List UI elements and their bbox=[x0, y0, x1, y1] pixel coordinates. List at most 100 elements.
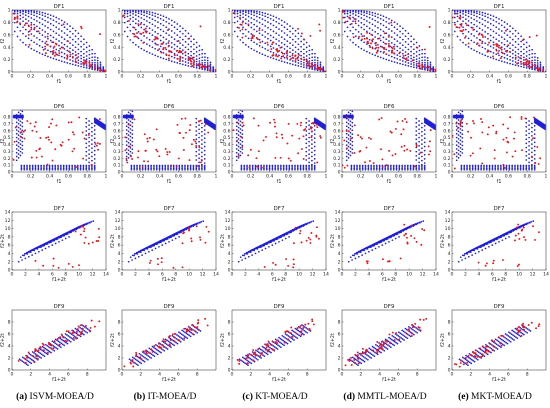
pof-point bbox=[423, 164, 426, 167]
series-obtained bbox=[122, 14, 216, 72]
obtained-point bbox=[88, 63, 91, 66]
pof-point bbox=[195, 164, 198, 167]
pof-point bbox=[418, 120, 420, 122]
pof-point bbox=[20, 168, 23, 171]
y-tick-label: 0.8 bbox=[113, 114, 120, 120]
pof-point bbox=[88, 124, 90, 127]
obtained-point bbox=[353, 151, 356, 154]
pof-point bbox=[396, 23, 399, 25]
pof-point bbox=[162, 47, 165, 49]
pof-point bbox=[147, 166, 150, 168]
pof-point bbox=[351, 140, 354, 143]
obtained-point bbox=[48, 138, 50, 141]
pof-point bbox=[140, 47, 143, 50]
pof-point bbox=[343, 12, 346, 15]
pof-point bbox=[209, 66, 212, 69]
pof-point bbox=[401, 49, 404, 51]
pof-point bbox=[346, 26, 349, 29]
pof-point bbox=[353, 252, 356, 255]
pof-point bbox=[239, 39, 242, 41]
pof-point bbox=[148, 38, 151, 41]
pof-point bbox=[154, 54, 157, 57]
pof-point bbox=[311, 151, 313, 154]
pof-point bbox=[467, 20, 470, 22]
pof-point bbox=[371, 14, 374, 17]
pof-point bbox=[533, 124, 536, 127]
obtained-point bbox=[527, 65, 530, 68]
pof-point bbox=[519, 168, 522, 171]
pof-point bbox=[168, 34, 170, 37]
pof-point bbox=[528, 164, 530, 167]
obtained-point bbox=[391, 47, 394, 50]
pof-point bbox=[531, 166, 533, 168]
pof-point bbox=[50, 241, 52, 244]
obtained-point bbox=[486, 133, 489, 136]
pof-point bbox=[153, 167, 155, 170]
pof-point bbox=[368, 250, 370, 253]
obtained-point bbox=[319, 135, 322, 137]
pof-point bbox=[308, 140, 310, 143]
obtained-point bbox=[481, 34, 484, 37]
pof-point bbox=[125, 129, 128, 131]
pof-point bbox=[140, 11, 143, 13]
pof-point bbox=[525, 126, 528, 128]
pof-point bbox=[525, 55, 528, 57]
pof-point bbox=[380, 241, 382, 244]
pof-point bbox=[17, 157, 20, 159]
pof-point bbox=[461, 107, 463, 109]
pof-point bbox=[352, 12, 354, 15]
pof-point bbox=[129, 128, 132, 130]
pof-point bbox=[503, 26, 506, 29]
pof-point bbox=[203, 166, 206, 168]
obtained-point bbox=[534, 162, 537, 164]
obtained-point bbox=[242, 124, 245, 127]
pof-point bbox=[280, 234, 283, 237]
obtained-point bbox=[241, 146, 244, 148]
pof-point bbox=[91, 59, 94, 62]
pof-point bbox=[487, 21, 489, 23]
obtained-point bbox=[403, 144, 406, 147]
x-tick-label: 6 bbox=[161, 272, 164, 278]
obtained-point bbox=[41, 155, 43, 158]
pof-point bbox=[143, 249, 146, 252]
pof-point bbox=[316, 64, 319, 66]
pof-point bbox=[170, 41, 173, 44]
pof-point bbox=[239, 147, 242, 149]
pof-point bbox=[453, 16, 456, 19]
pof-point bbox=[19, 124, 22, 127]
pof-point bbox=[58, 236, 61, 238]
obtained-point bbox=[255, 157, 258, 160]
pof-point bbox=[68, 231, 71, 233]
pof-point bbox=[406, 166, 409, 168]
obtained-point bbox=[507, 44, 510, 47]
pof-point bbox=[316, 57, 319, 59]
obtained-point bbox=[51, 41, 54, 44]
pof-point bbox=[466, 166, 468, 168]
pof-point bbox=[354, 44, 357, 46]
pof-point bbox=[509, 30, 511, 33]
obtained-point bbox=[72, 133, 75, 136]
pof-point bbox=[38, 38, 41, 41]
pof-point bbox=[357, 37, 360, 40]
pof-point bbox=[44, 47, 47, 50]
pof-point bbox=[382, 24, 385, 27]
pof-point bbox=[133, 164, 136, 167]
pof-point bbox=[476, 15, 478, 18]
pof-point bbox=[187, 62, 190, 64]
pof-point bbox=[509, 47, 511, 50]
pof-point bbox=[151, 34, 154, 36]
obtained-point bbox=[238, 26, 240, 29]
pof-point bbox=[165, 16, 168, 19]
pof-point bbox=[186, 166, 189, 168]
pof-point bbox=[102, 66, 105, 68]
pof-point bbox=[461, 144, 464, 147]
pof-point bbox=[374, 12, 377, 15]
obtained-point bbox=[533, 116, 535, 119]
pof-point bbox=[195, 142, 198, 145]
pof-point bbox=[26, 164, 28, 167]
pof-point bbox=[44, 31, 47, 33]
pof-point bbox=[357, 10, 360, 12]
pof-point bbox=[396, 54, 399, 56]
pof-point bbox=[300, 40, 302, 43]
pof-point bbox=[99, 65, 102, 67]
